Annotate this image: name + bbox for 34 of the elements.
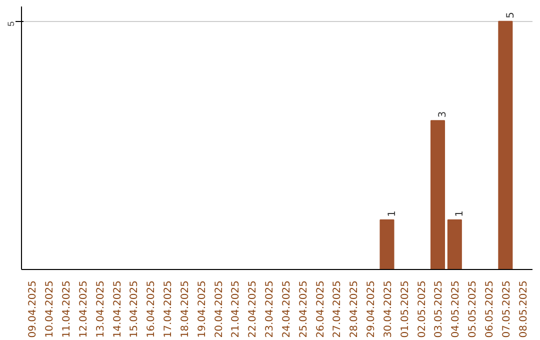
x-tick-label: 18.04.2025	[180, 280, 191, 338]
data-label: 1	[454, 210, 466, 217]
x-tick-label: 12.04.2025	[78, 280, 90, 338]
data-label: 5	[505, 12, 516, 18]
x-tick-label: 08.05.2025	[518, 280, 530, 338]
x-tick-label: 01.05.2025	[400, 280, 411, 338]
x-tick-label: 13.04.2025	[95, 280, 106, 338]
x-tick-label: 17.04.2025	[163, 280, 174, 338]
x-tick-label: 05.05.2025	[468, 280, 479, 338]
x-tick-label: 10.04.2025	[44, 280, 56, 338]
x-tick-label: 02.05.2025	[416, 280, 428, 338]
data-label: 3	[438, 111, 449, 118]
x-tick-label: 20.04.2025	[214, 280, 225, 338]
x-tick-label: 11.04.2025	[61, 280, 72, 338]
x-tick-label: 06.05.2025	[484, 280, 496, 338]
x-tick-label: 25.04.2025	[298, 280, 310, 338]
x-tick-label: 07.05.2025	[501, 280, 512, 338]
x-tick-label: 19.04.2025	[196, 280, 208, 338]
x-tick-label: 16.04.2025	[146, 280, 158, 338]
x-tick-label: 14.04.2025	[112, 280, 124, 338]
x-tick-label: 30.04.2025	[382, 280, 394, 338]
x-tick-label: 21.04.2025	[230, 280, 242, 338]
data-label: 1	[386, 210, 398, 217]
x-tick-label: 28.04.2025	[349, 280, 360, 338]
x-tick-label: 26.04.2025	[315, 280, 326, 338]
x-tick-label: 03.05.2025	[434, 280, 445, 338]
x-tick-label: 29.04.2025	[366, 280, 378, 338]
x-tick-label: 09.04.2025	[28, 280, 39, 338]
x-tick-label: 04.05.2025	[450, 280, 462, 338]
x-tick-label: 23.04.2025	[264, 280, 276, 338]
x-tick-label: 24.04.2025	[281, 280, 292, 338]
x-tick-label: 27.04.2025	[332, 280, 344, 338]
x-tick-label: 22.04.2025	[248, 280, 259, 338]
x-tick-label: 15.04.2025	[129, 280, 140, 338]
